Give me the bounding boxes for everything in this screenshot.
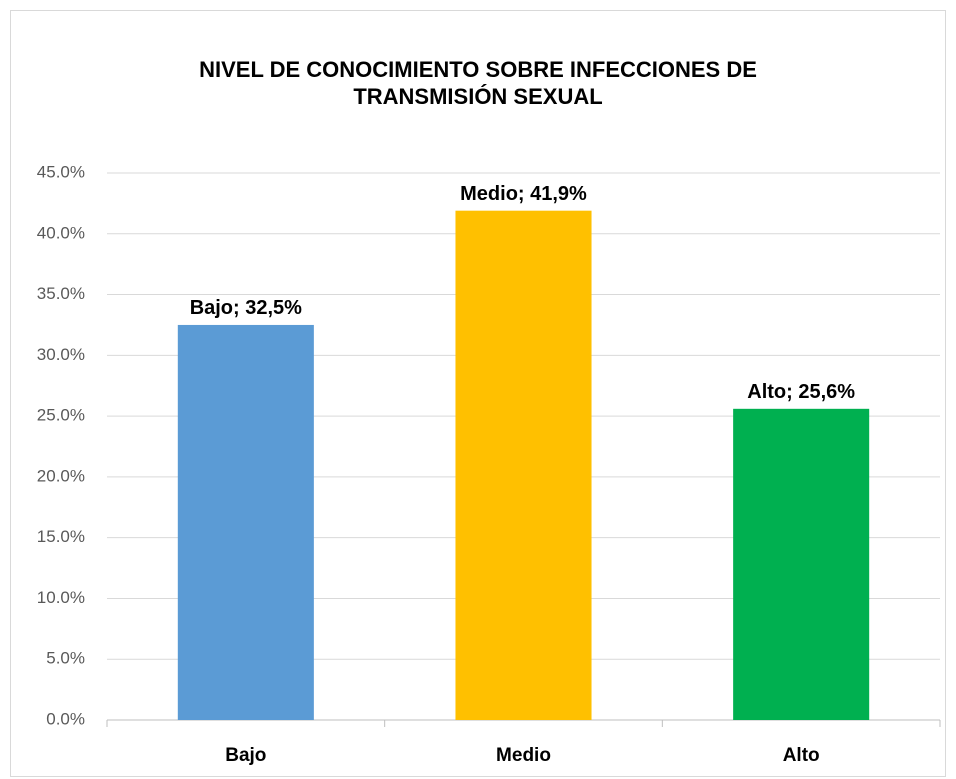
x-tick-label: Alto [783,745,820,766]
y-tick-label: 35.0% [37,284,85,303]
chart-title: NIVEL DE CONOCIMIENTO SOBRE INFECCIONES … [199,57,757,109]
y-tick-label: 25.0% [37,406,85,425]
data-label: Bajo; 32,5% [190,297,302,319]
y-tick-label: 5.0% [46,649,85,668]
y-tick-label: 15.0% [37,527,85,546]
bar [177,324,314,720]
bar [733,408,870,720]
y-tick-label: 30.0% [37,345,85,364]
x-tick-label: Bajo [225,745,266,766]
y-tick-label: 10.0% [37,588,85,607]
bar [455,210,592,720]
data-label: Medio; 41,9% [460,183,587,205]
x-tick-label: Medio [496,745,551,766]
data-label: Alto; 25,6% [747,381,855,403]
y-tick-label: 20.0% [37,466,85,485]
y-tick-label: 40.0% [37,223,85,242]
chart-frame [10,10,946,777]
y-tick-label: 45.0% [37,162,85,181]
y-tick-label: 0.0% [46,709,85,728]
